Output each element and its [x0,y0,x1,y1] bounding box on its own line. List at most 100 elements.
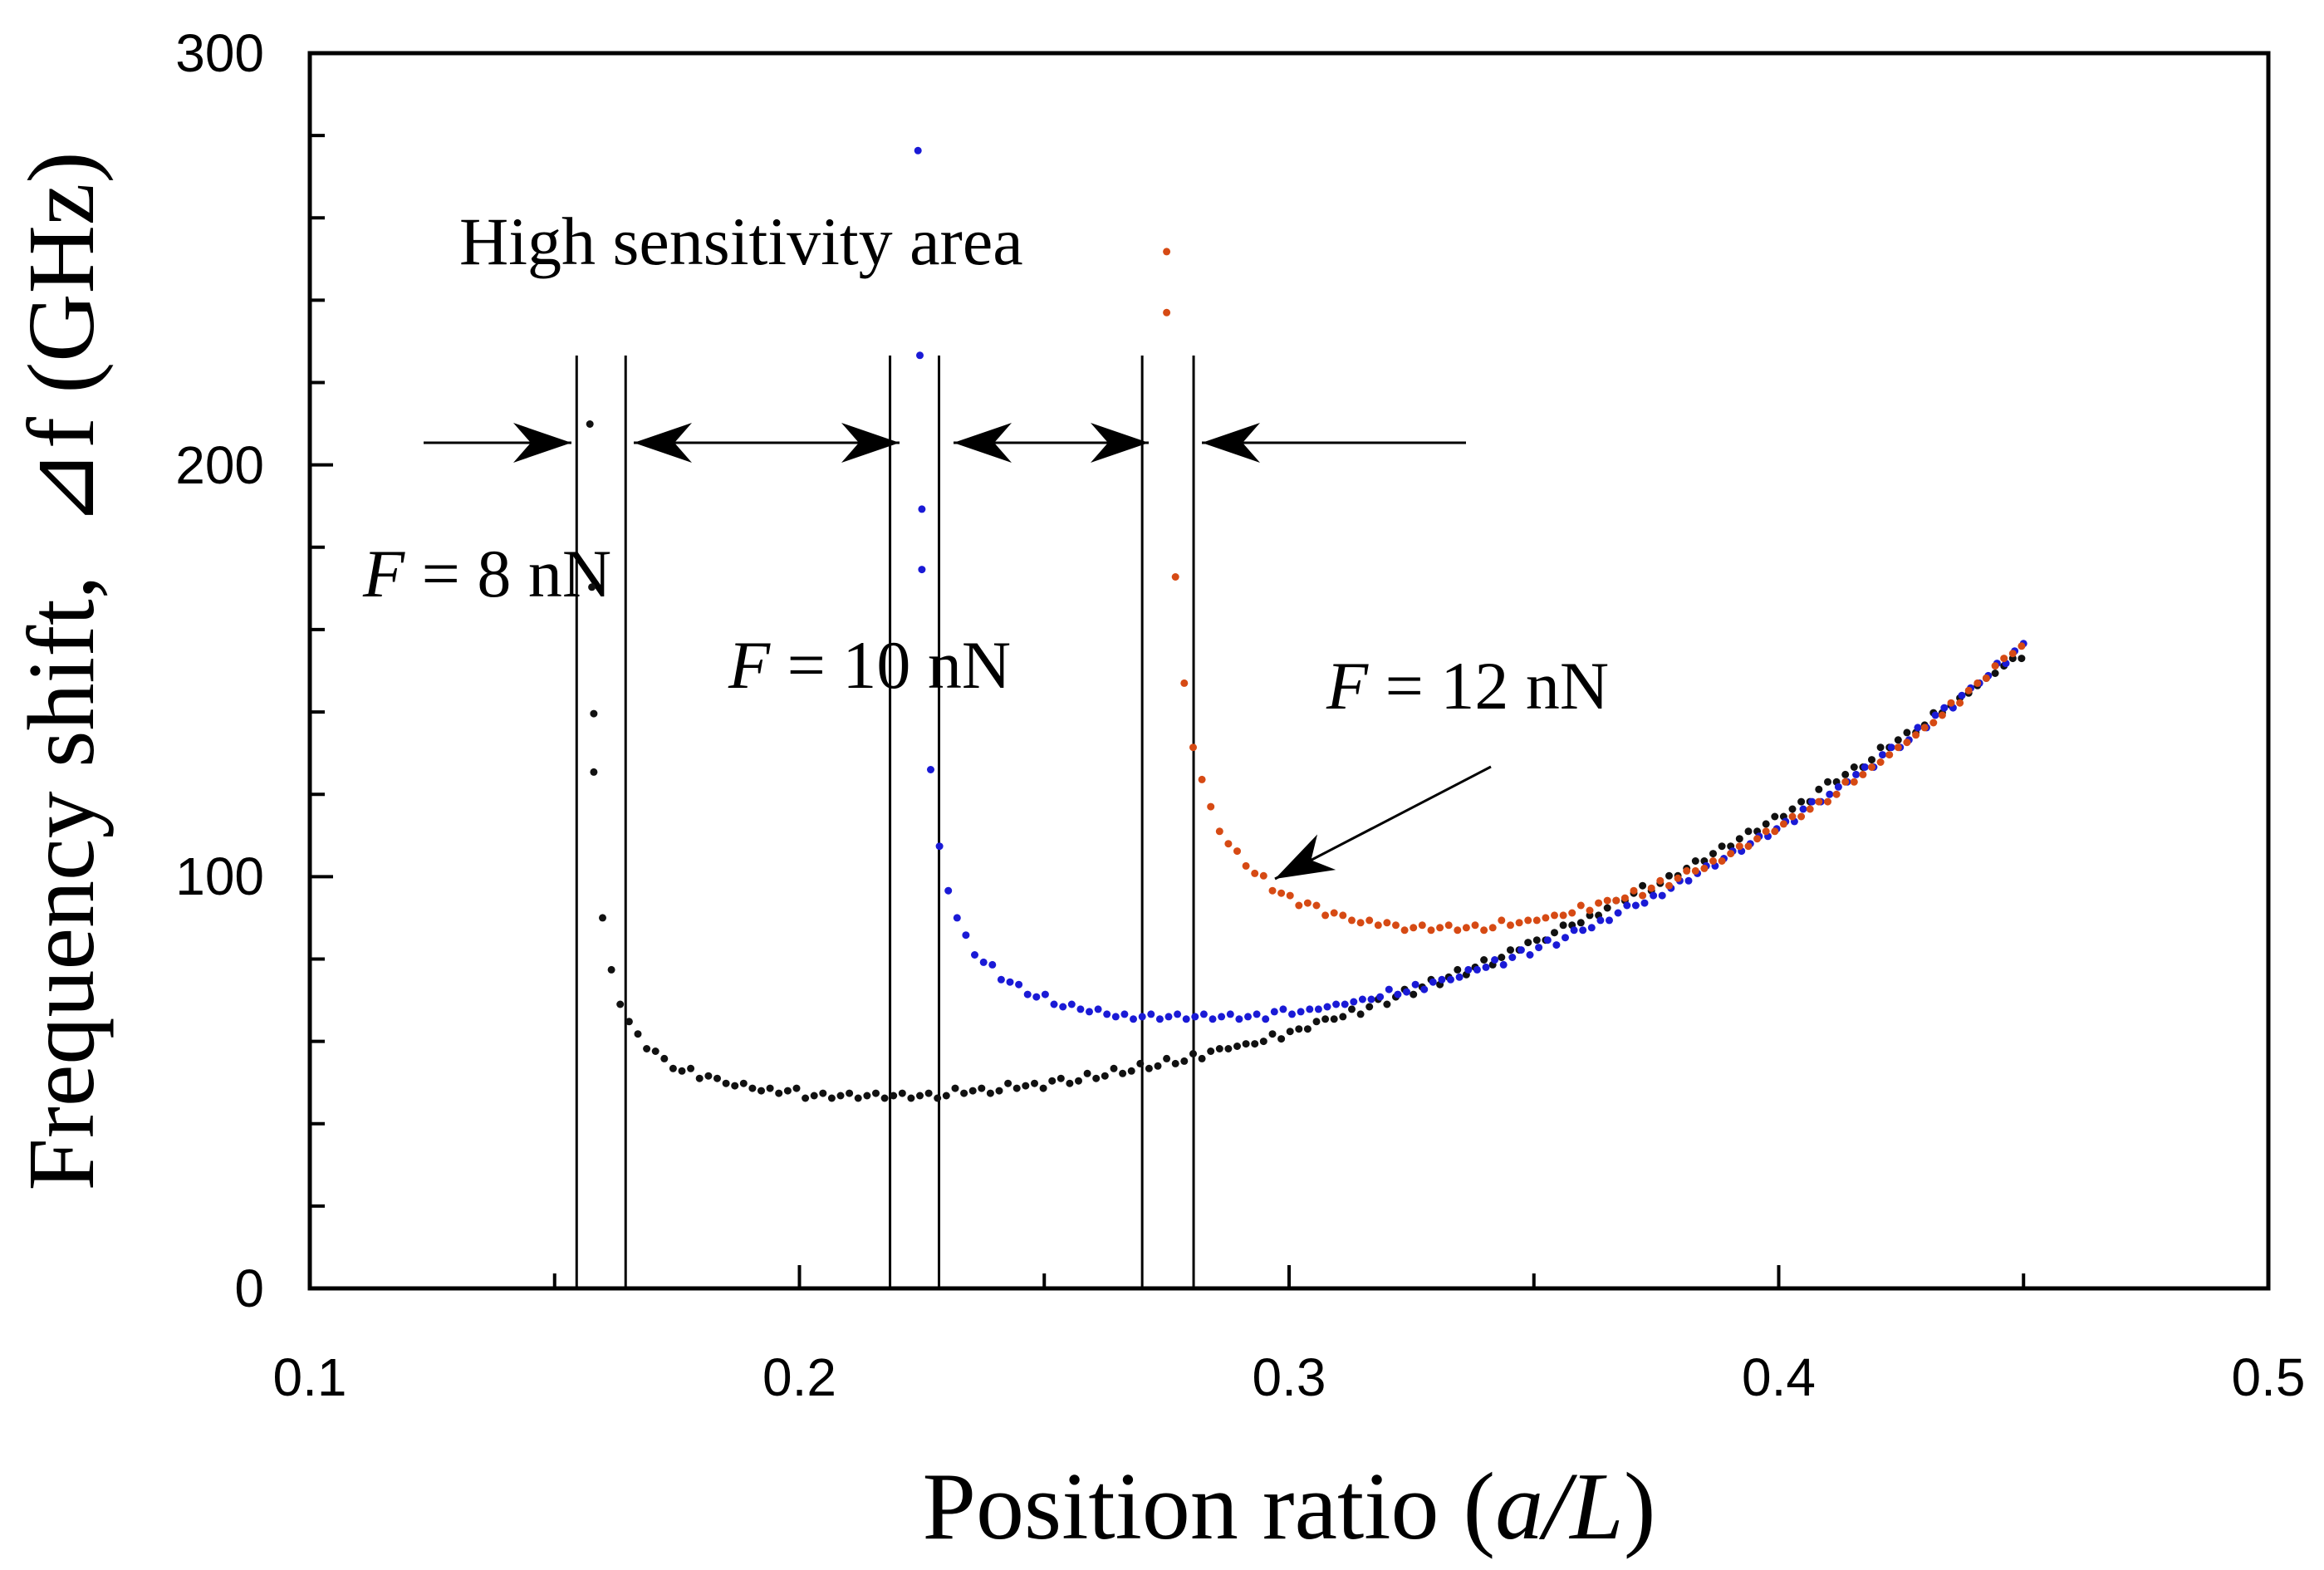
x-axis-label-prefix: Position ratio ( [923,1454,1496,1560]
point-series2-11 [1259,871,1267,880]
point-series0-steep-2 [588,583,596,591]
point-series1-58 [1429,978,1437,986]
point-series1-83 [1650,891,1658,900]
point-series2-96 [2008,650,2017,658]
point-series2-19 [1330,909,1338,917]
point-series0-64 [1154,1062,1162,1070]
point-series0-41 [951,1084,959,1092]
point-series2-52 [1620,894,1629,902]
point-series1-65 [1491,956,1499,964]
point-series1-41 [1279,1005,1287,1013]
point-series2-3 [1189,743,1197,752]
point-series2-50 [1603,896,1611,905]
point-series0-52 [1048,1077,1057,1085]
x-tick-label-3: 0.4 [1742,1347,1816,1407]
point-series1-5 [962,931,970,940]
point-series2-6 [1215,827,1223,836]
point-series1-49 [1350,998,1358,1006]
point-series2-67 [1753,835,1762,843]
point-series0-130 [1735,835,1743,843]
point-series1-12 [1023,990,1032,998]
point-series2-4 [1198,775,1206,783]
y-tick-label-3: 300 [175,23,264,83]
point-series0-84 [1330,1015,1338,1023]
point-series2-92 [1973,679,1982,687]
high-sensitivity-bounds [575,356,1195,1288]
point-series0-54 [1066,1079,1074,1087]
data-points [586,146,2027,1102]
point-series1-51 [1367,995,1375,1003]
point-series2-76 [1832,790,1841,798]
point-series2-64 [1727,850,1735,858]
point-series0-146 [1876,743,1885,752]
point-series1-71 [1543,936,1552,944]
point-series2-65 [1735,842,1743,851]
point-series1-100 [1799,805,1807,813]
label-f12-rest: = 12 nN [1368,648,1609,724]
point-series0-27 [827,1094,836,1102]
point-series1-8 [988,960,997,969]
x-tick-label-1: 0.2 [762,1347,836,1407]
point-series2-40 [1515,919,1523,927]
point-series1-32 [1199,1010,1208,1018]
point-series1-87 [1684,876,1693,885]
point-series0-87 [1356,1010,1365,1018]
point-series1-11 [1015,980,1023,989]
point-series2-12 [1268,886,1277,895]
point-series0-133 [1762,820,1770,828]
point-series0-73 [1233,1043,1241,1050]
point-series0-63 [1145,1064,1153,1072]
point-series1-26 [1147,1010,1155,1018]
point-series0-62 [1136,1059,1145,1067]
point-series0-106 [1524,939,1532,947]
point-series2-97 [2018,642,2026,650]
point-series2-78 [1850,778,1858,786]
point-series2-30 [1427,926,1435,935]
high-sensitivity-label: High sensitivity area [459,204,1023,279]
point-series2-0 [1163,308,1171,316]
point-series2-94 [1991,662,1999,670]
point-series1-14 [1041,990,1049,998]
point-series0-45 [986,1089,994,1097]
point-series2-27 [1400,926,1409,935]
point-series2-77 [1841,778,1850,786]
point-series0-8 [660,1054,669,1062]
point-series0-81 [1303,1025,1312,1033]
point-series0-53 [1057,1074,1065,1082]
y-tick-label-1: 100 [175,846,264,906]
point-series2-43 [1542,914,1550,922]
label-f10: F = 10 nN [728,627,1011,703]
point-series2-62 [1709,857,1717,865]
point-series1-34 [1218,1013,1226,1021]
point-series1-28 [1164,1013,1173,1021]
point-series0-6 [643,1045,651,1052]
point-series1-69 [1526,951,1534,959]
point-series1-25 [1138,1013,1146,1021]
point-series2-86 [1920,724,1929,732]
point-series2-81 [1876,758,1885,766]
point-series1-22 [1111,1013,1120,1021]
point-series1-77 [1596,916,1605,925]
point-series2-25 [1383,919,1391,927]
point-series0-60 [1119,1069,1127,1077]
point-series0-13 [704,1072,713,1080]
point-series1-27 [1155,1015,1164,1023]
x-axis-label-suffix: ) [1624,1454,1656,1560]
point-series2-89 [1947,699,1955,707]
point-series1-0 [918,566,926,574]
point-series2-13 [1277,889,1286,897]
point-series0-61 [1127,1067,1135,1075]
point-series0-66 [1171,1059,1179,1067]
label-f10-italic: F [728,627,771,703]
point-series1-33 [1209,1015,1217,1023]
point-series2-41 [1524,916,1532,925]
point-series2-71 [1788,812,1797,821]
point-series2-51 [1612,896,1620,905]
point-series2-44 [1551,911,1558,920]
point-series1-84 [1658,891,1666,900]
point-series0-131 [1744,827,1753,836]
point-series2-1 [1171,573,1179,581]
point-series1-82 [1640,899,1649,907]
point-series2-74 [1815,797,1823,806]
point-series1-60 [1447,975,1454,984]
